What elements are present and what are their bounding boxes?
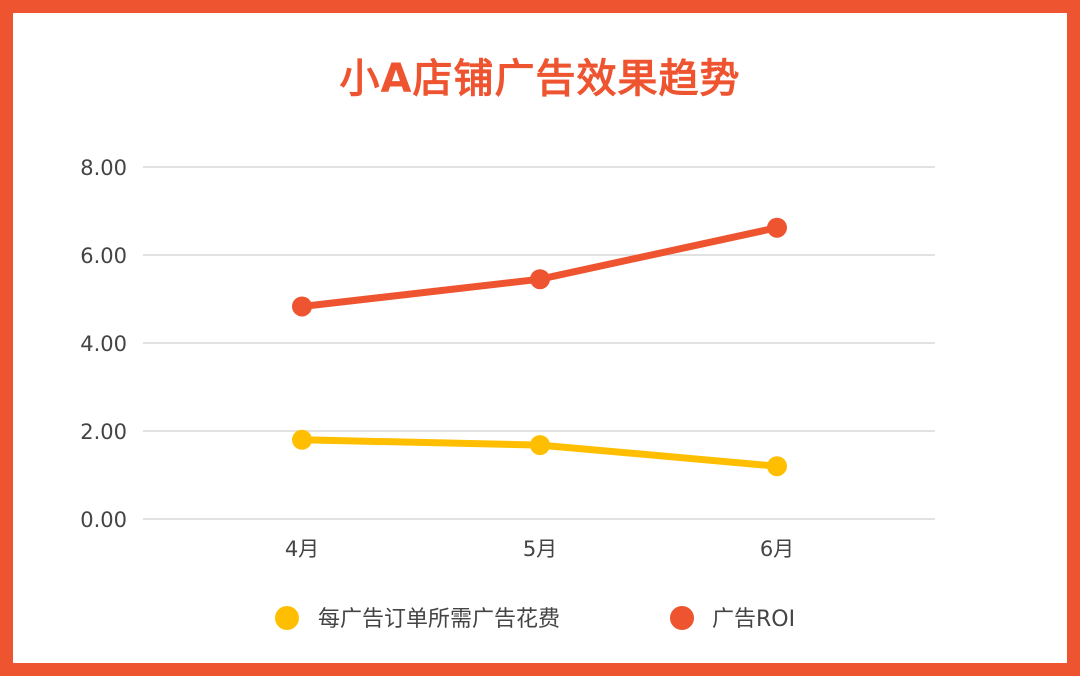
y-tick-label: 4.00: [80, 332, 127, 356]
grid-layer: [143, 166, 935, 520]
data-point: [530, 435, 550, 456]
legend-label: 广告ROI: [712, 607, 795, 632]
data-point: [530, 269, 550, 290]
legend: 每广告订单所需广告花费 广告ROI: [275, 606, 795, 632]
y-tick-label: 6.00: [80, 244, 127, 268]
series-line: [298, 224, 781, 310]
legend-marker: [275, 606, 299, 630]
legend-marker: [670, 606, 694, 630]
legend-item: 每广告订单所需广告花费: [275, 606, 560, 632]
y-tick-label: 0.00: [80, 508, 127, 532]
x-tick-label: 4月: [285, 537, 319, 561]
data-point: [767, 217, 787, 238]
legend-item: 广告ROI: [670, 606, 795, 632]
data-point: [767, 456, 787, 477]
x-tick-label: 5月: [523, 537, 557, 561]
data-point: [292, 296, 312, 317]
y-tick-label: 8.00: [80, 156, 127, 180]
x-tick-label: 6月: [760, 537, 794, 561]
x-axis-tick-labels: 4月 5月 6月: [285, 537, 794, 561]
series-layer: [292, 217, 787, 477]
series-0: [292, 429, 787, 477]
chart-title: 小A店铺广告效果趋势: [339, 56, 741, 102]
legend-label: 每广告订单所需广告花费: [318, 607, 560, 632]
y-axis-tick-labels: 0.00 2.00 4.00 6.00 8.00: [80, 156, 127, 532]
data-point: [292, 429, 312, 450]
series-1: [292, 217, 787, 317]
y-tick-label: 2.00: [80, 420, 127, 444]
